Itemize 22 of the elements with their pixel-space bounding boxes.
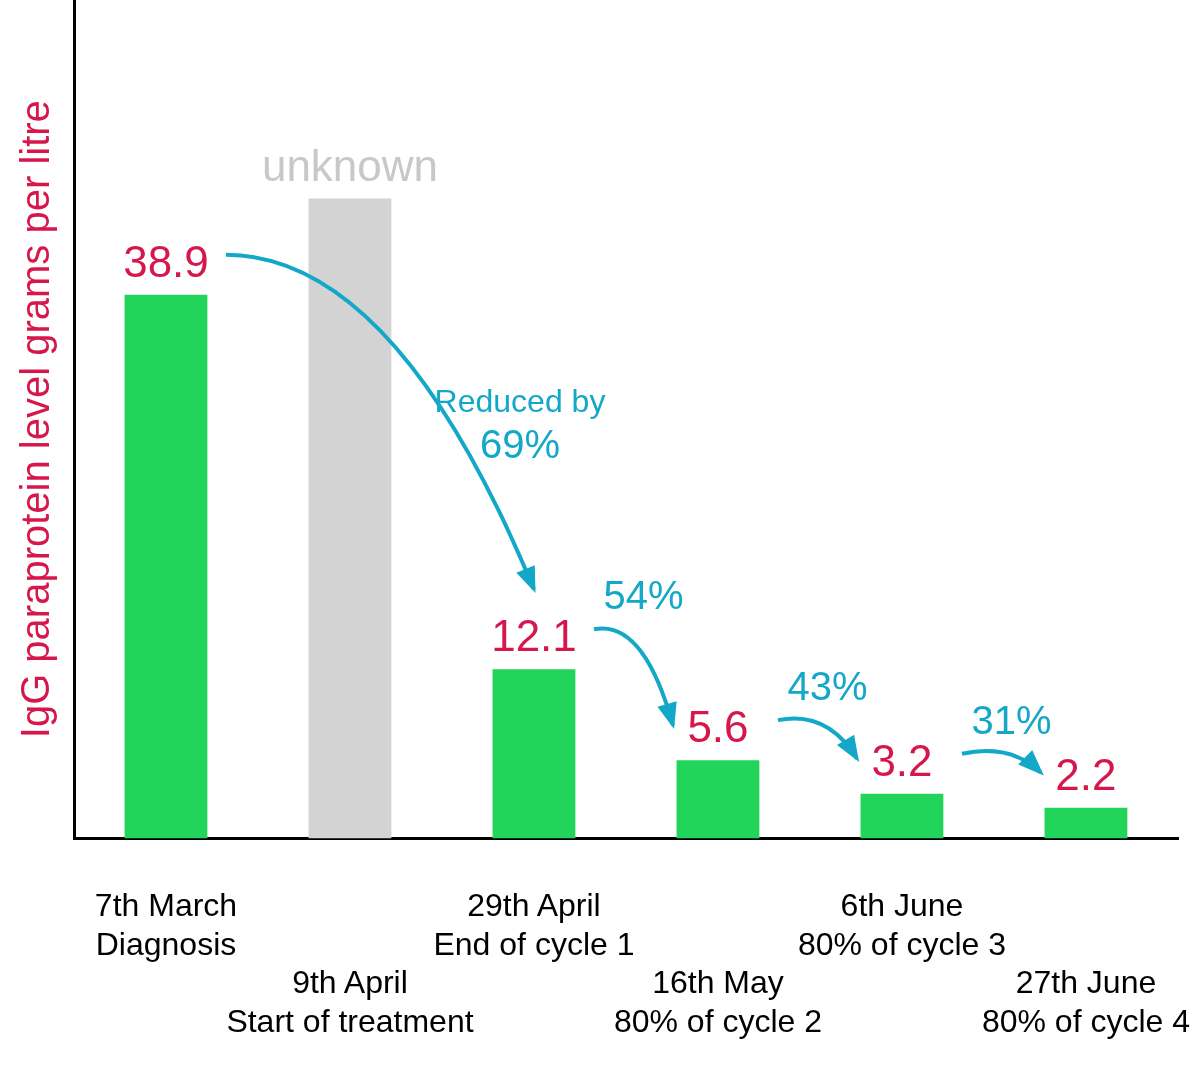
y-axis-title: IgG paraprotein level grams per litre <box>13 100 58 739</box>
data-label: 2.2 <box>1055 749 1117 799</box>
annotation: Reduced by 69% <box>434 383 606 467</box>
x-tick-label: 29th April End of cycle 1 <box>433 887 635 962</box>
bar <box>492 669 576 839</box>
data-label: 3.2 <box>871 735 933 785</box>
bar <box>676 760 760 839</box>
annotation: 54% <box>603 573 684 618</box>
x-tick-label: 16th May 80% of cycle 2 <box>613 964 823 1039</box>
bar <box>860 793 944 839</box>
x-tick-label: 27th June 80% of cycle 4 <box>981 964 1190 1039</box>
x-tick-label: 6th June 80% of cycle 3 <box>797 887 1007 962</box>
annotation: 31% <box>971 697 1052 742</box>
data-label: 38.9 <box>123 236 209 286</box>
annotation: 43% <box>787 664 868 709</box>
bar <box>308 198 392 839</box>
x-tick-label: 7th March Diagnosis <box>94 887 238 962</box>
x-tick-label: 9th April Start of treatment <box>226 964 474 1039</box>
data-label: 12.1 <box>491 611 577 661</box>
data-label: 5.6 <box>687 702 749 752</box>
bar <box>124 294 208 839</box>
bar <box>1044 807 1128 839</box>
